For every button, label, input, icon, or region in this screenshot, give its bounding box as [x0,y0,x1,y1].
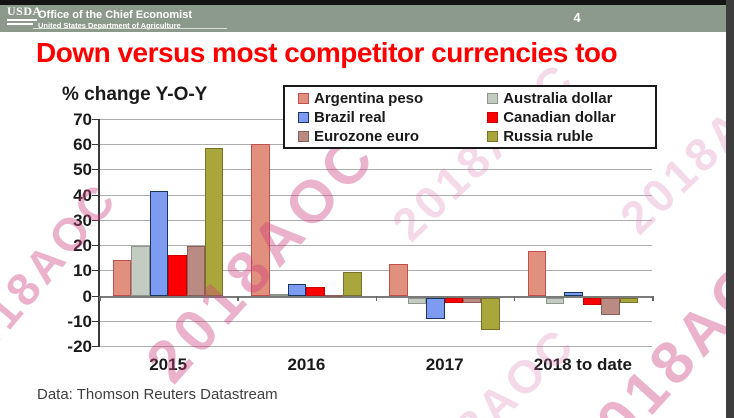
y-axis-tick [92,194,99,196]
legend-swatch-canadian-dollar [487,111,499,123]
legend-swatch-argentina-peso [298,92,309,104]
y-axis-label: -20 [67,337,92,356]
y-axis-tick [92,346,99,347]
gridline [99,219,652,221]
y-axis-label: 40 [73,185,92,205]
gridline [99,270,652,272]
y-axis-label: 0 [82,286,92,306]
gridline [99,194,652,196]
chart-legend: Argentina peso Australia dollar Brazil rea… [283,85,657,149]
bar-eurozone-euro [324,294,344,297]
legend-item-argentina-peso: Argentina peso [298,89,487,107]
bar-canadian-dollar [306,286,325,296]
legend-item-canadian-dollar: Canadian dollar [487,108,655,126]
bar-brazil-real [564,291,583,296]
usda-logo-stripe [7,19,37,21]
slide-title: Down versus most competitor currencies t… [36,37,618,68]
y-axis-tick [92,169,99,171]
y-axis-label: 70 [73,110,92,129]
legend-label-australia-dollar: Australia dollar [503,89,613,107]
legend-item-russia-ruble: Russia ruble [487,127,655,145]
y-axis-label: 60 [73,135,92,155]
y-axis-tick [92,320,99,322]
x-axis-label: 2016 [287,355,326,374]
bar-argentina-peso [251,144,270,296]
y-axis-label: -10 [67,311,92,331]
y-axis-tick [92,144,99,146]
bar-australia-dollar [269,294,288,297]
y-axis-tick [92,295,99,297]
bar-eurozone-euro [601,297,620,316]
header-org-block: Office of the Chief Economist United Sta… [38,9,192,30]
header-underline [33,28,227,29]
org-subtitle: United States Department of Agriculture [38,21,181,30]
org-title: Office of the Chief Economist [38,9,193,21]
legend-swatch-russia-ruble [487,130,499,142]
bar-argentina-peso [527,251,547,296]
y-axis-label: 20 [73,236,92,256]
gridline [99,169,652,171]
y-axis-tick [92,245,99,247]
bar-brazil-real [149,190,169,296]
legend-label-russia-ruble: Russia ruble [503,127,594,145]
y-axis-line [98,119,100,347]
usda-logo-text: USDA [7,4,42,18]
bar-australia-dollar [131,246,150,296]
gridline [99,320,652,322]
category-tick [237,295,239,301]
bar-russia-ruble [343,271,362,296]
page-number: 4 [573,10,581,25]
x-axis-label: 2015 [149,355,188,374]
legend-item-brazil-real: Brazil real [298,108,487,126]
category-tick [513,295,516,301]
bar-eurozone-euro [463,297,482,303]
y-axis-label: 30 [73,210,92,230]
data-source-note: Data: Thomson Reuters Datastream [37,386,278,403]
legend-label-brazil-real: Brazil real [314,108,386,126]
legend-item-eurozone-euro: Eurozone euro [298,127,487,145]
bar-brazil-real [426,297,445,319]
bar-australia-dollar [407,297,427,304]
legend-swatch-brazil-real [298,111,309,123]
chart-y-axis-title: % change Y-O-Y [62,84,208,105]
bar-brazil-real [287,284,307,296]
bar-russia-ruble [619,297,639,303]
legend-label-eurozone-euro: Eurozone euro [314,127,420,145]
top-black-strip [0,0,734,5]
legend-label-argentina-peso: Argentina peso [314,89,424,107]
bar-russia-ruble [481,297,500,331]
legend-item-australia-dollar: Australia dollar [487,89,655,107]
bar-canadian-dollar [168,255,187,296]
x-axis-label: 2018 to date [533,355,632,374]
y-axis-tick [92,119,99,120]
header-bar: USDA Office of the Chief Economist Unite… [0,5,734,32]
usda-logo-icon: USDA [7,4,42,30]
right-dark-strip [726,0,734,418]
legend-swatch-eurozone-euro [298,130,309,142]
category-tick [99,295,101,301]
bar-argentina-peso [112,260,132,296]
y-axis-label: 10 [73,261,92,281]
gridline [99,346,652,347]
gridline [99,245,652,247]
bar-canadian-dollar [582,297,602,306]
bar-eurozone-euro [186,246,205,296]
category-tick [375,295,377,301]
bar-argentina-peso [389,264,408,296]
legend-label-canadian-dollar: Canadian dollar [503,108,616,126]
x-axis-label: 2017 [425,355,464,374]
usda-logo-stripe [7,23,33,25]
bar-russia-ruble [204,148,224,296]
y-axis-label: 50 [73,160,92,180]
bar-canadian-dollar [444,297,464,303]
bar-australia-dollar [546,297,565,304]
y-axis-tick [92,270,99,272]
category-tick [652,295,654,301]
legend-swatch-australia-dollar [487,92,499,104]
y-axis-tick [92,219,99,221]
